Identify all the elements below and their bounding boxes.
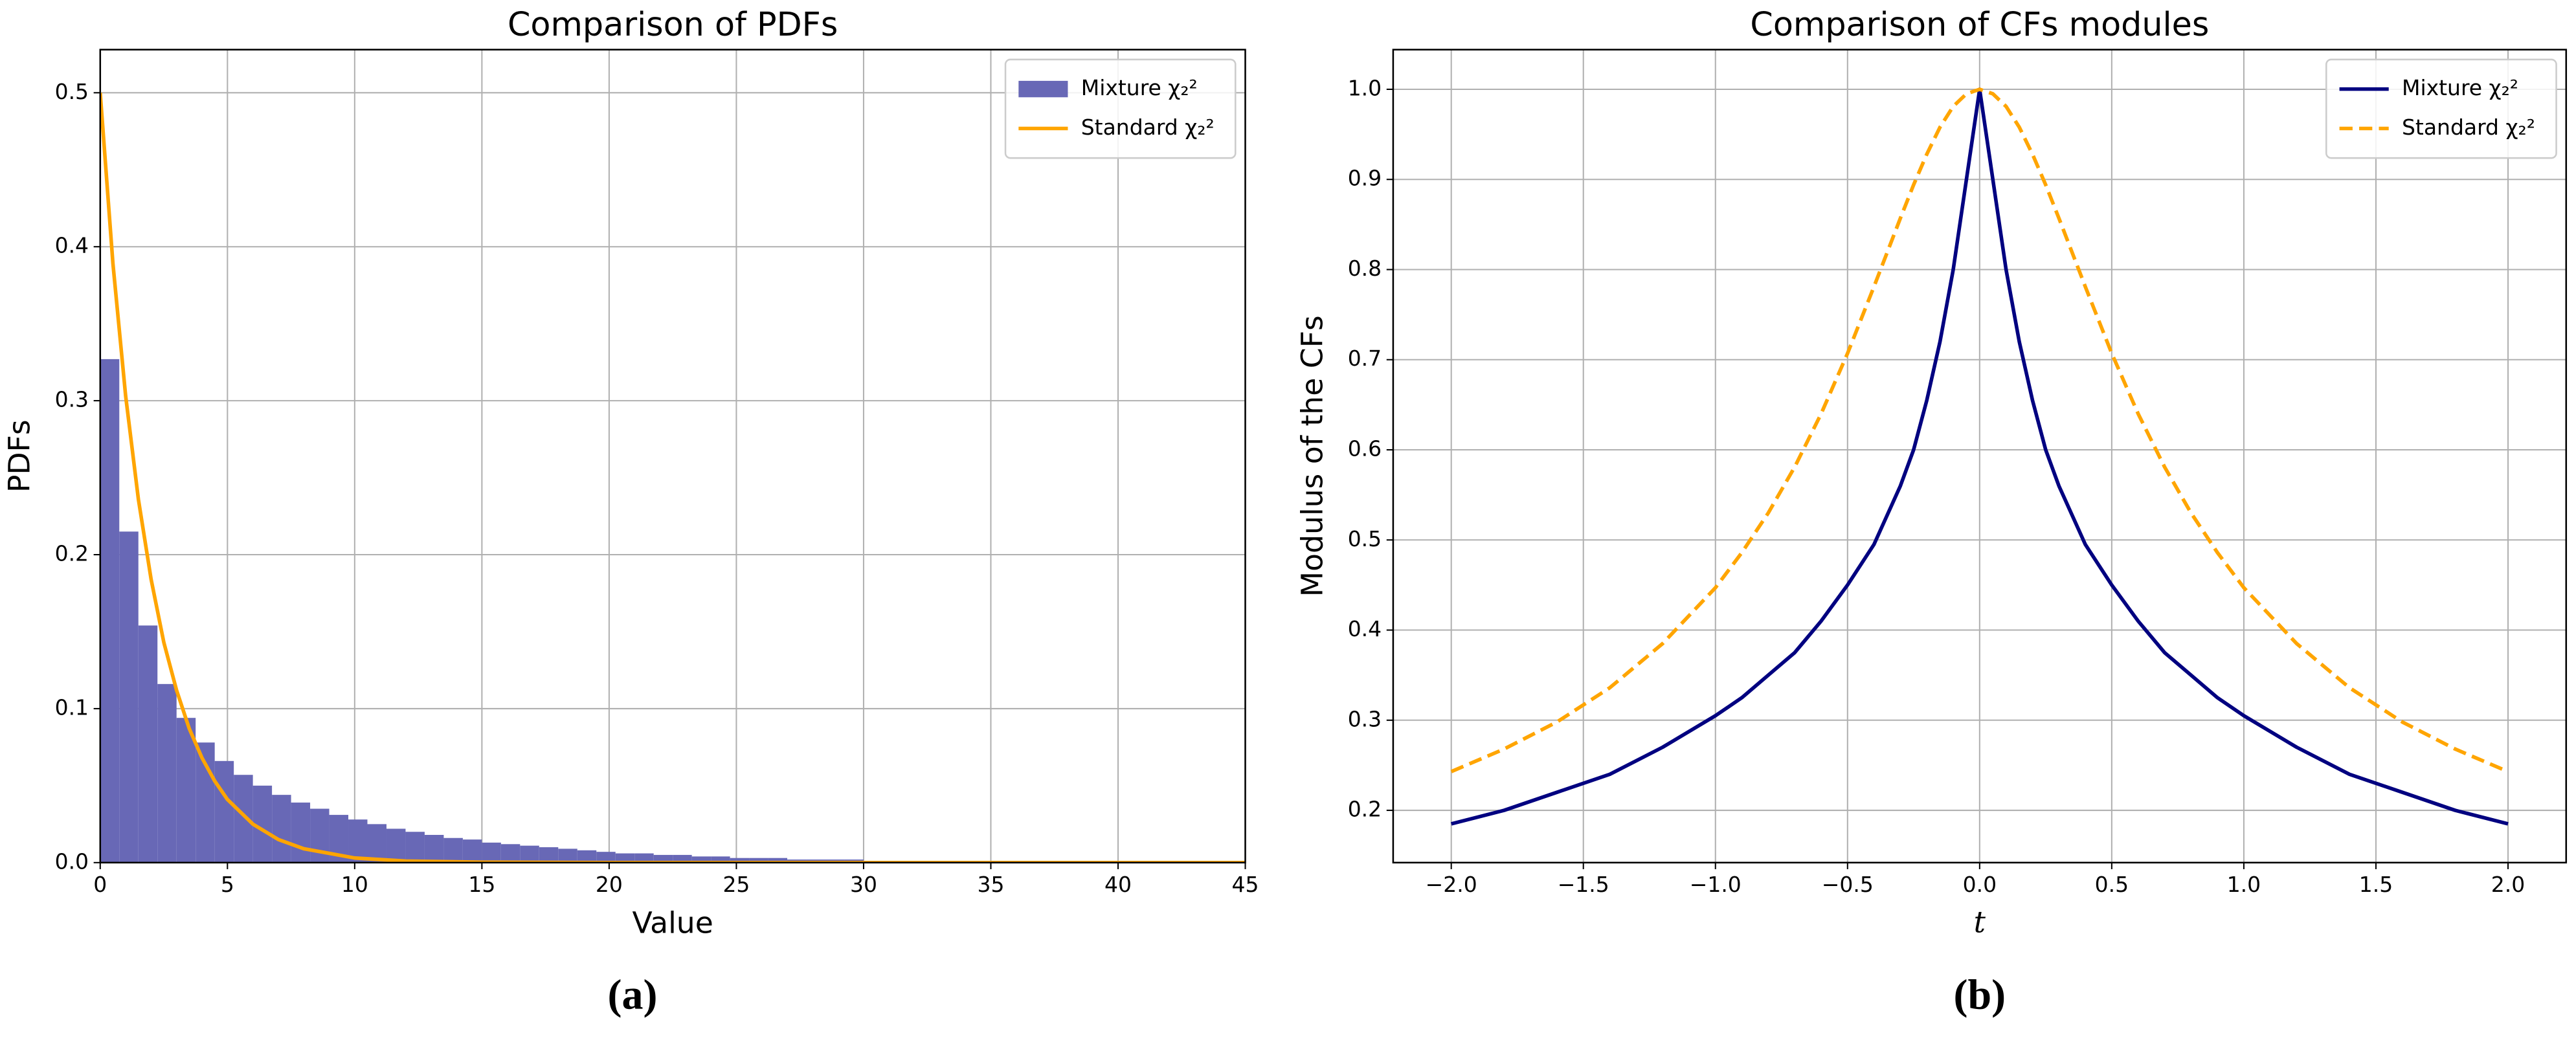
histogram-bar (673, 854, 692, 863)
chart-title: Comparison of PDFs (508, 5, 838, 43)
histogram-bar (443, 837, 463, 863)
histogram-bar (157, 683, 177, 863)
histogram-bar (558, 848, 577, 863)
legend-label: Standard χ₂² (2402, 115, 2535, 140)
histogram-bar (577, 850, 597, 863)
x-tick-label: 20 (596, 872, 623, 897)
histogram-bar (291, 803, 311, 863)
x-tick-label: 25 (722, 872, 750, 897)
histogram-bar (634, 853, 654, 863)
x-tick-label: 1.0 (2227, 872, 2261, 897)
histogram-bar (462, 839, 482, 863)
histogram-bar (119, 531, 139, 863)
histogram-bar (386, 828, 406, 863)
y-tick-label: 0.9 (1348, 166, 1382, 191)
caption: (a) (608, 971, 658, 1019)
legend-box (2325, 58, 2557, 159)
y-tick-label: 0.2 (1348, 797, 1382, 822)
histogram-bar (405, 832, 425, 863)
histogram-bar (691, 856, 711, 863)
x-tick-label: 35 (977, 872, 1004, 897)
histogram-bar (596, 852, 616, 863)
x-tick-label: 40 (1104, 872, 1132, 897)
x-tick-label: −2.0 (1426, 872, 1477, 897)
y-tick-label: 0.5 (1348, 526, 1382, 551)
histogram-bar (138, 625, 158, 863)
x-tick-label: 0.0 (1963, 872, 1997, 897)
histogram-bar (272, 795, 291, 863)
x-tick-label: 10 (341, 872, 368, 897)
plot-area (1450, 87, 2509, 826)
histogram-bar (214, 760, 234, 863)
caption: (b) (1954, 971, 2006, 1019)
histogram-bar (367, 824, 386, 863)
x-tick-label: 30 (850, 872, 877, 897)
legend-label: Standard χ₂² (1081, 115, 1215, 140)
histogram-bar (348, 819, 368, 863)
y-tick-label: 0.7 (1348, 346, 1382, 371)
x-tick-label: 0 (93, 872, 107, 897)
legend-label: Mixture χ₂² (1081, 75, 1198, 100)
histogram-bar (539, 847, 559, 863)
x-tick-label: 1.5 (2359, 872, 2393, 897)
histogram-bar (424, 835, 444, 863)
chart-title: Comparison of CFs modules (1750, 5, 2209, 43)
histogram-bar (482, 842, 501, 863)
x-axis-label: Value (632, 906, 713, 940)
histogram-bar (615, 853, 635, 863)
y-tick-label: 0.4 (55, 233, 89, 258)
x-tick-label: 15 (468, 872, 495, 897)
histogram-bar (768, 858, 788, 863)
plot-frame (1392, 49, 2568, 864)
y-tick-label: 0.8 (1348, 256, 1382, 281)
plot-frame (99, 49, 1246, 864)
x-axis-label: t (1974, 905, 1986, 940)
plot-area (100, 93, 1246, 863)
y-axis-label: PDFs (2, 419, 36, 493)
x-tick-label: 2.0 (2491, 872, 2525, 897)
y-tick-label: 0.2 (55, 541, 89, 566)
line (1450, 87, 2509, 773)
y-tick-label: 0.3 (1348, 706, 1382, 731)
x-tick-label: 5 (221, 872, 234, 897)
line (100, 93, 1246, 863)
legend-swatch (1018, 80, 1068, 98)
x-tick-label: −1.0 (1690, 872, 1742, 897)
y-tick-label: 1.0 (1348, 75, 1382, 100)
histogram-bar (234, 775, 253, 863)
y-tick-label: 0.0 (55, 848, 89, 874)
histogram-bar (711, 856, 730, 863)
legend-label: Mixture χ₂² (2402, 75, 2518, 100)
histogram-bar (520, 845, 539, 863)
histogram-bar (730, 858, 750, 863)
histogram-bar (100, 359, 120, 863)
legend-box (1004, 58, 1237, 159)
y-tick-label: 0.1 (55, 694, 89, 720)
x-tick-label: 0.5 (2095, 872, 2129, 897)
y-tick-label: 0.3 (55, 387, 89, 412)
y-tick-label: 0.6 (1348, 436, 1382, 461)
x-tick-label: 45 (1232, 872, 1259, 897)
y-tick-label: 0.4 (1348, 616, 1382, 641)
x-tick-label: −1.5 (1558, 872, 1609, 897)
y-tick-label: 0.5 (55, 79, 89, 104)
x-tick-label: −0.5 (1822, 872, 1874, 897)
histogram-bar (749, 858, 768, 863)
y-axis-label: Modulus of the CFs (1295, 315, 1330, 597)
histogram-bar (653, 854, 673, 863)
histogram-bar (500, 844, 521, 863)
histogram-bar (176, 718, 196, 863)
